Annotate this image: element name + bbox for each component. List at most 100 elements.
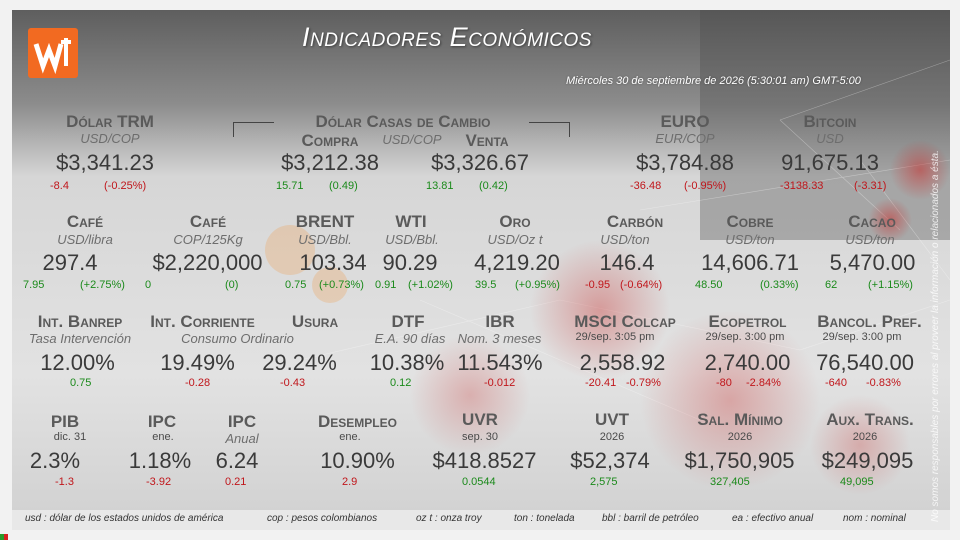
cacao-value: 5,470.00: [829, 250, 916, 275]
dolar-trm-change: -8.4: [50, 180, 69, 192]
bancol-label: Bancol. Pref.: [817, 312, 922, 331]
cobre-pct: (0.33%): [760, 279, 799, 291]
euro-change: -36.48: [630, 180, 662, 192]
usura-value: 29.24%: [262, 350, 337, 375]
oro-label: Oro: [499, 212, 531, 231]
desempleo-change: 2.9: [342, 476, 358, 488]
desempleo-unit: ene.: [339, 431, 361, 443]
dolar-trm-unit: USD/COP: [80, 131, 140, 146]
colcap-change: -20.41: [585, 377, 617, 389]
ipc-change: -3.92: [146, 476, 172, 488]
ipc-anual-unit: Anual: [225, 431, 259, 446]
pib-label: PIB: [50, 412, 80, 431]
int-corriente-value: 19.49%: [160, 350, 235, 375]
cobre-change: 48.50: [695, 279, 723, 291]
cafe-cop-label: Café: [189, 212, 227, 231]
brent-change: 0.75: [285, 279, 307, 291]
ipc-value: 1.18%: [128, 448, 192, 473]
brent-unit: USD/Bbl.: [298, 232, 352, 247]
cafe-cop-value: $2,220,000: [152, 250, 263, 275]
uvt-value: $52,374: [570, 448, 650, 473]
cobre-unit: USD/ton: [725, 232, 775, 247]
ibr-label: IBR: [485, 312, 515, 331]
euro-value: $3,784.88: [636, 150, 734, 175]
sal-minimo-unit: 2026: [727, 431, 753, 443]
brent-label: BRENT: [295, 212, 355, 231]
aux-trans-change: 49,095: [840, 476, 874, 488]
carbon-change: -0.95: [585, 279, 611, 291]
ecopetrol-change: -80: [716, 377, 732, 389]
cafe-cop-pct: (0): [225, 279, 239, 291]
cacao-unit: USD/ton: [845, 232, 895, 247]
ibr-value: 11.543%: [457, 350, 543, 375]
colcap-value: 2,558.92: [579, 350, 666, 375]
ipc-anual-change: 0.21: [225, 476, 247, 488]
usura-change: -0.43: [280, 377, 306, 389]
sal-minimo-label: Sal. Mínimo: [697, 410, 783, 429]
casas-venta-change: 13.81: [426, 180, 454, 192]
legend-oz: oz t : onza troy: [416, 513, 482, 524]
bitcoin-pct: (-3.31): [854, 180, 887, 192]
wti-change: 0.91: [375, 279, 397, 291]
int-corriente-unit: Consumo Ordinario: [181, 331, 294, 346]
uvt-label: UVT: [595, 410, 629, 429]
uvr-value: $418.8527: [432, 448, 537, 473]
ecopetrol-unit: 29/sep. 3:00 pm: [705, 331, 785, 343]
ipc-label: IPC: [147, 412, 177, 431]
ipc-anual-value: 6.24: [215, 448, 259, 473]
dtf-label: DTF: [391, 312, 425, 331]
dtf-change: 0.12: [390, 377, 412, 389]
ibr-unit: Nom. 3 meses: [457, 331, 542, 346]
casas-compra-pct: (0.49): [329, 180, 358, 192]
cacao-change: 62: [825, 279, 838, 291]
aux-trans-value: $249,095: [821, 448, 914, 473]
bitcoin-label: Bitcoin: [803, 112, 857, 131]
sal-minimo-change: 327,405: [710, 476, 750, 488]
euro-pct: (-0.95%): [684, 180, 727, 192]
int-corriente-change: -0.28: [185, 377, 211, 389]
legend-ea: ea : efectivo anual: [732, 513, 814, 524]
uvt-change: 2,575: [590, 476, 618, 488]
casas-compra-label: Compra: [301, 131, 359, 150]
legend-usd: usd : dólar de los estados unidos de amé…: [25, 513, 224, 524]
bitcoin-change: -3138.33: [780, 180, 824, 192]
brent-value: 103.34: [299, 250, 367, 275]
brent-pct: (+0.73%): [319, 279, 364, 291]
legend-bbl: bbl : barril de petróleo: [602, 513, 699, 524]
uvr-change: 0.0544: [462, 476, 496, 488]
casas-compra-value: $3,212.38: [281, 150, 379, 175]
casas-bracket-left: [233, 122, 274, 137]
ecopetrol-value: 2,740.00: [704, 350, 791, 375]
casas-venta-value: $3,326.67: [431, 150, 529, 175]
cobre-value: 14,606.71: [701, 250, 799, 275]
banrep-value: 12.00%: [40, 350, 115, 375]
bancol-value: 76,540.00: [816, 350, 914, 375]
cacao-label: Cacao: [848, 212, 896, 231]
cacao-pct: (+1.15%): [868, 279, 913, 291]
pib-value: 2.3%: [29, 448, 81, 473]
uvt-unit: 2026: [599, 431, 625, 443]
casas-venta-label: Venta: [465, 131, 509, 150]
wti-pct: (+1.02%): [408, 279, 453, 291]
carbon-pct: (-0.64%): [620, 279, 663, 291]
casas-venta-pct: (0.42): [479, 180, 508, 192]
aux-trans-label: Aux. Trans.: [826, 410, 914, 429]
cafe-cop-change: 0: [145, 279, 152, 291]
banrep-change: 0.75: [70, 377, 92, 389]
casas-label: Dólar Casas de Cambio: [315, 112, 491, 131]
bancol-pct: -0.83%: [866, 377, 901, 389]
oro-pct: (+0.95%): [515, 279, 560, 291]
wti-unit: USD/Bbl.: [385, 232, 439, 247]
brand-logo: [28, 28, 78, 78]
cafe-usd-value: 297.4: [42, 250, 98, 275]
carbon-value: 146.4: [599, 250, 655, 275]
oro-value: 4,219.20: [474, 250, 560, 275]
bitcoin-value: 91,675.13: [781, 150, 879, 175]
desempleo-value: 10.90%: [320, 448, 395, 473]
dolar-trm-label: Dólar TRM: [66, 112, 154, 131]
ipc-unit: ene.: [152, 431, 174, 443]
desempleo-label: Desempleo: [318, 412, 397, 431]
dtf-value: 10.38%: [369, 350, 445, 375]
legend-nom: nom : nominal: [843, 513, 906, 524]
